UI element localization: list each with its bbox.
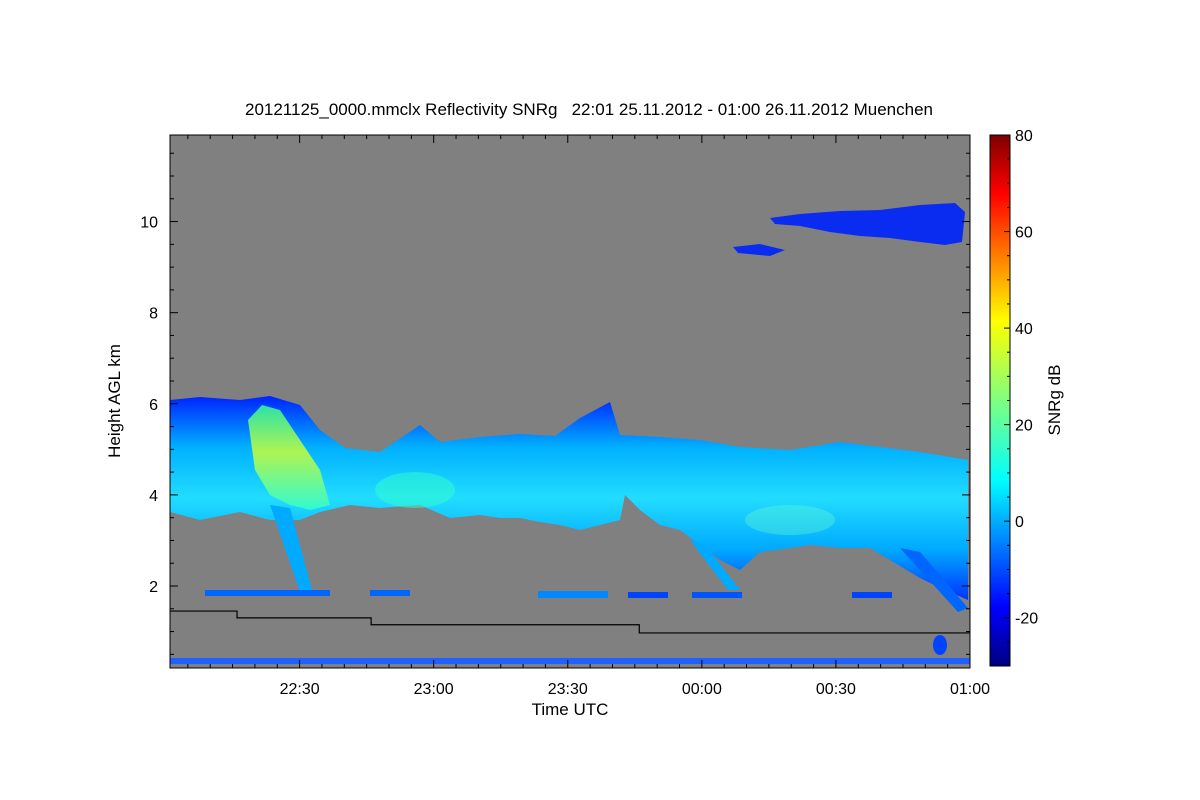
low-echo-5 bbox=[692, 592, 742, 598]
cirrus-fragment bbox=[733, 244, 785, 256]
cloud-base-height-line bbox=[170, 610, 970, 634]
x-axis: 22:30 23:00 23:30 00:00 00:30 01:00 bbox=[187, 135, 990, 698]
cloud-core-secondary bbox=[375, 472, 455, 508]
virga-streak-2 bbox=[690, 540, 740, 590]
y-tick-label: 4 bbox=[149, 488, 158, 505]
colorbar-tick-label: -20 bbox=[1015, 611, 1038, 628]
x-tick-label: 23:00 bbox=[414, 681, 454, 698]
y-tick-label: 8 bbox=[149, 306, 158, 323]
cloud-layer-mid-level bbox=[170, 396, 968, 600]
x-tick-label: 23:30 bbox=[548, 681, 588, 698]
virga-streak-1 bbox=[270, 505, 312, 592]
y-axis: 2 4 6 8 10 bbox=[140, 152, 970, 655]
y-tick-label: 10 bbox=[140, 215, 158, 232]
cirrus-layer bbox=[770, 203, 965, 245]
low-echo-2 bbox=[370, 590, 410, 596]
low-echo-1 bbox=[205, 590, 330, 596]
colorbar-tick-label: 60 bbox=[1015, 225, 1033, 242]
x-tick-label: 01:00 bbox=[950, 681, 990, 698]
colorbar-tick-label: 80 bbox=[1015, 128, 1033, 145]
virga-streak-3 bbox=[900, 548, 968, 612]
colorbar-title: SNRg dB bbox=[1045, 365, 1064, 436]
cloud-core-tertiary bbox=[745, 505, 835, 535]
y-tick-label: 6 bbox=[149, 397, 158, 414]
colorbar-tick-label: 20 bbox=[1015, 418, 1033, 435]
low-echo-3 bbox=[538, 591, 608, 598]
low-echo-6 bbox=[852, 592, 892, 598]
x-tick-label: 00:30 bbox=[816, 681, 856, 698]
x-axis-title: Time UTC bbox=[532, 700, 609, 719]
x-tick-label: 22:30 bbox=[280, 681, 320, 698]
plot-content bbox=[170, 203, 970, 664]
low-echo-4 bbox=[628, 592, 668, 598]
plot-frame bbox=[169, 134, 971, 669]
y-axis-title: Height AGL km bbox=[105, 344, 124, 458]
y-tick-label: 2 bbox=[149, 579, 158, 596]
colorbar-tick-label: 40 bbox=[1015, 321, 1033, 338]
chart-title: 20121125_0000.mmclx Reflectivity SNRg 22… bbox=[245, 100, 933, 119]
cloud-core-high-snr bbox=[248, 405, 330, 510]
surface-clutter bbox=[170, 658, 970, 664]
x-tick-label: 00:00 bbox=[682, 681, 722, 698]
surface-echo bbox=[933, 635, 947, 655]
colorbar-axis: -20 0 20 40 60 80 bbox=[1004, 128, 1038, 667]
colorbar-tick-label: 0 bbox=[1015, 514, 1024, 531]
